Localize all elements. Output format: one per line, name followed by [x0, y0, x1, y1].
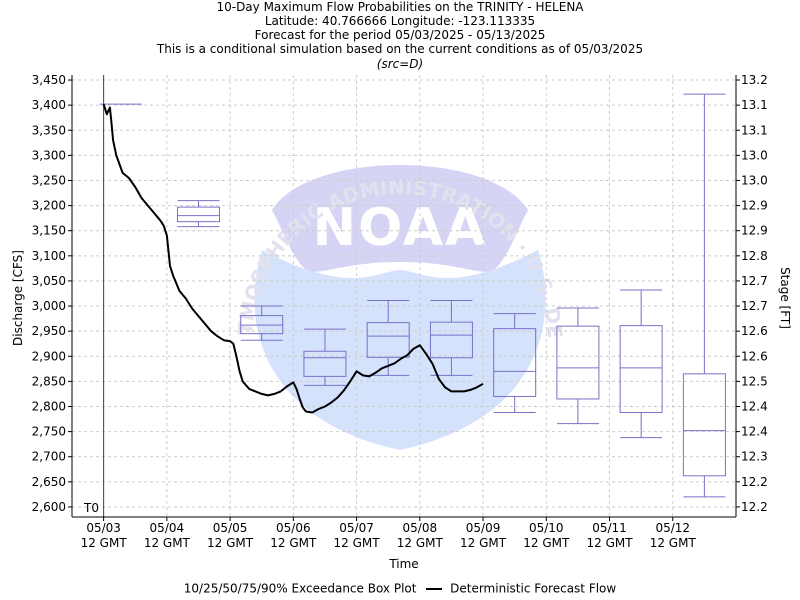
- y-tick-label: 3,150: [32, 224, 66, 238]
- legend-line-label: Deterministic Forecast Flow: [450, 581, 617, 596]
- x-tick-label-date: 05/06: [276, 521, 311, 535]
- box-plot: [556, 307, 600, 425]
- box-iqr: [366, 322, 410, 358]
- chart-location-line: Latitude: 40.766666 Longitude: -123.1133…: [264, 14, 536, 28]
- watermark-lower-shape: [254, 250, 546, 450]
- y-tick-label: 2,800: [32, 400, 66, 414]
- y-tick-label: 2,650: [32, 475, 66, 489]
- box-iqr: [176, 206, 220, 223]
- legend-box-label: 10/25/50/75/90% Exceedance Box Plot: [183, 581, 417, 596]
- y2-tick-label: 13.1: [741, 98, 768, 112]
- y-tick-label: 3,100: [32, 249, 66, 263]
- box-plot: [682, 93, 726, 498]
- y-tick-label: 3,200: [32, 199, 66, 213]
- y-tick-label: 3,000: [32, 299, 66, 313]
- y2-tick-label: 13.2: [741, 73, 768, 87]
- deterministic-flow-line: [102, 103, 484, 414]
- y2-tick-label: 12.4: [741, 425, 768, 439]
- x-tick-label-time: 12 GMT: [81, 536, 128, 550]
- x-tick-label-time: 12 GMT: [523, 536, 570, 550]
- y2-axis-title: Stage [FT]: [778, 267, 792, 329]
- x-tick-label-time: 12 GMT: [586, 536, 633, 550]
- y-tick-label: 2,850: [32, 374, 66, 388]
- y2-tick-label: 12.7: [741, 299, 768, 313]
- y-axis-title: Discharge [CFS]: [11, 250, 25, 346]
- x-tick-label-date: 05/09: [466, 521, 501, 535]
- y2-tick-label: 12.9: [741, 199, 768, 213]
- box-plot: [303, 328, 347, 386]
- box-iqr: [556, 325, 600, 400]
- y2-tick-label: 12.5: [741, 374, 768, 388]
- y2-tick-label: 13.0: [741, 148, 768, 162]
- y2-tick-label: 12.6: [741, 349, 768, 363]
- y-tick-label: 2,950: [32, 324, 66, 338]
- x-tick-label-time: 12 GMT: [397, 536, 444, 550]
- box-plot: [619, 289, 663, 439]
- y-tick-label: 3,250: [32, 173, 66, 187]
- x-tick-label-time: 12 GMT: [207, 536, 254, 550]
- y-tick-label: 3,450: [32, 73, 66, 87]
- y2-tick-label: 12.7: [741, 274, 768, 288]
- y-tick-label: 3,350: [32, 123, 66, 137]
- chart-title-line1: 10-Day Maximum Flow Probabilities on the…: [216, 0, 584, 14]
- y2-tick-label: 13.0: [741, 173, 768, 187]
- axes: 2,600 12.2 2,650 12.2 2,700 12.3 2,750 12.4 2,80…: [32, 73, 768, 550]
- y2-tick-label: 12.8: [741, 249, 768, 263]
- plot-area: [99, 75, 726, 517]
- x-tick-label-date: 05/12: [655, 521, 690, 535]
- watermark-logo-text: NOAA: [313, 198, 488, 258]
- box-plot: [176, 200, 220, 228]
- box-iqr: [493, 328, 537, 397]
- box-iqr: [429, 321, 473, 359]
- x-tick-label-time: 12 GMT: [650, 536, 697, 550]
- box-plot: [240, 305, 284, 341]
- y2-tick-label: 12.9: [741, 224, 768, 238]
- x-tick-label-date: 05/10: [529, 521, 564, 535]
- box-iqr: [240, 315, 284, 335]
- y2-tick-label: 12.2: [741, 500, 768, 514]
- watermark-upper-shape: [272, 165, 528, 272]
- y-tick-label: 3,400: [32, 98, 66, 112]
- t0-label: T0: [83, 501, 99, 515]
- x-axis-title: Time: [388, 557, 418, 571]
- y-tick-label: 2,900: [32, 349, 66, 363]
- legend-line-swatch: [426, 587, 443, 590]
- x-tick-label-time: 12 GMT: [334, 536, 381, 550]
- y2-tick-label: 12.4: [741, 400, 768, 414]
- y-tick-label: 2,600: [32, 500, 66, 514]
- y2-tick-label: 12.2: [741, 475, 768, 489]
- chart-condition-line: This is a conditional simulation based o…: [156, 42, 644, 56]
- y-tick-label: 2,750: [32, 425, 66, 439]
- x-tick-label-date: 05/11: [592, 521, 627, 535]
- x-tick-label-time: 12 GMT: [270, 536, 317, 550]
- x-tick-label-date: 05/07: [339, 521, 374, 535]
- box-plot: [493, 313, 537, 414]
- y2-tick-label: 13.1: [741, 123, 768, 137]
- box-iqr: [303, 350, 347, 377]
- y2-tick-label: 12.3: [741, 450, 768, 464]
- x-tick-label-time: 12 GMT: [144, 536, 191, 550]
- x-tick-label-date: 05/03: [86, 521, 121, 535]
- y-tick-label: 2,700: [32, 450, 66, 464]
- chart-period-line: Forecast for the period 05/03/2025 - 05/…: [254, 28, 546, 42]
- grid: [72, 75, 736, 517]
- box-iqr: [619, 325, 663, 414]
- y2-tick-label: 12.6: [741, 324, 768, 338]
- chart-source-line: (src=D): [376, 57, 424, 71]
- x-tick-label-date: 05/05: [213, 521, 248, 535]
- y-tick-label: 3,050: [32, 274, 66, 288]
- box-iqr: [682, 373, 726, 477]
- x-tick-label-date: 05/08: [403, 521, 438, 535]
- x-tick-label-date: 05/04: [150, 521, 185, 535]
- x-tick-label-time: 12 GMT: [460, 536, 507, 550]
- legend: 10/25/50/75/90% Exceedance Box Plot Dete…: [0, 580, 800, 597]
- y-tick-label: 3,300: [32, 148, 66, 162]
